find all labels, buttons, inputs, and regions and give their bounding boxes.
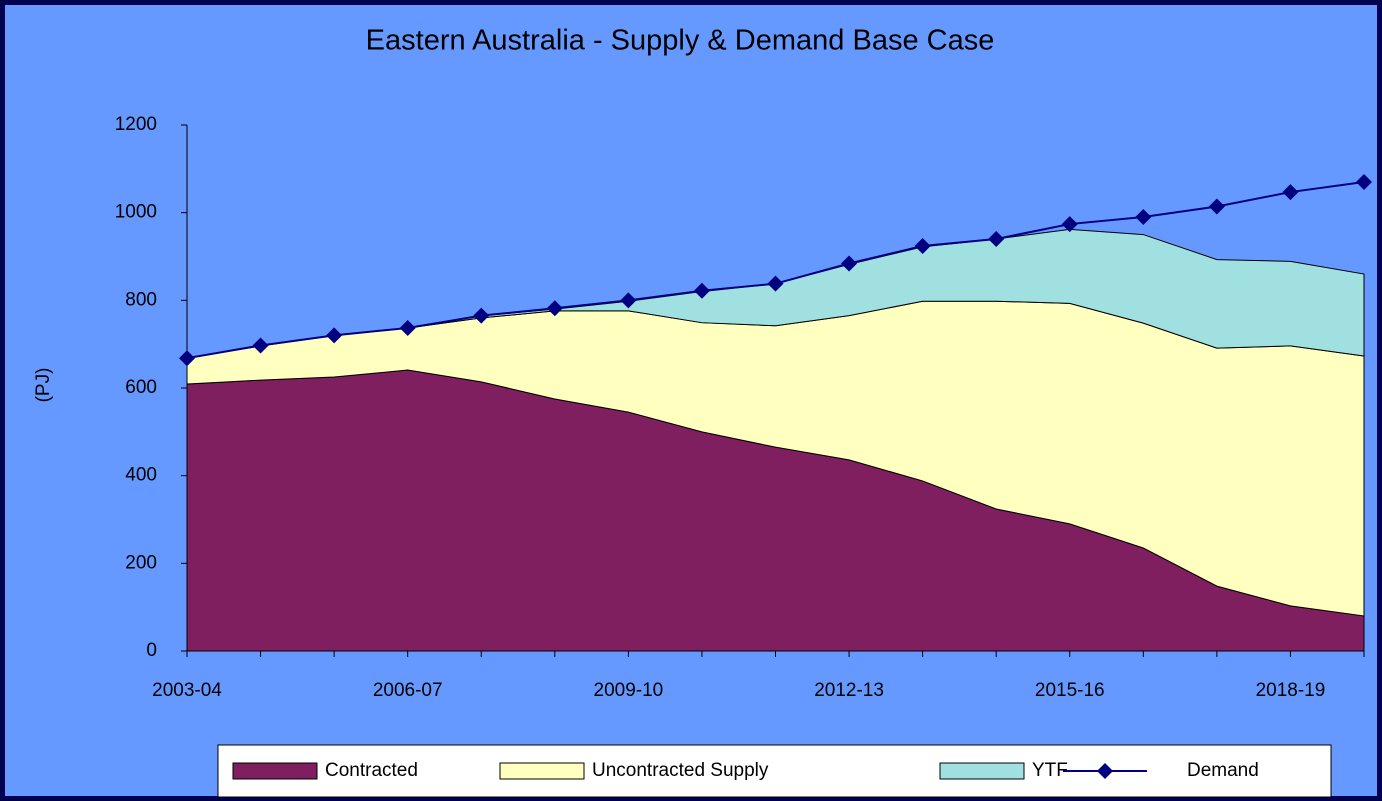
y-tick-label: 1200 xyxy=(115,114,157,135)
legend-label: Demand xyxy=(1187,760,1259,781)
y-tick-label: 200 xyxy=(125,552,157,573)
marker xyxy=(546,300,563,317)
marker xyxy=(693,282,710,299)
y-tick-label: 600 xyxy=(125,377,157,398)
legend-swatch xyxy=(939,762,1025,780)
x-tick-label: 2012-13 xyxy=(814,680,884,701)
y-tick-label: 1000 xyxy=(115,202,157,223)
marker xyxy=(1061,216,1078,233)
legend-swatch xyxy=(499,762,585,780)
marker xyxy=(767,275,784,292)
marker xyxy=(473,307,490,324)
y-tick-label: 400 xyxy=(125,465,157,486)
legend-marker xyxy=(1097,763,1113,779)
legend-label: Uncontracted Supply xyxy=(592,760,769,781)
marker xyxy=(1135,209,1152,226)
marker xyxy=(620,292,637,309)
marker xyxy=(1208,198,1225,215)
marker xyxy=(988,230,1005,247)
legend-label: Contracted xyxy=(325,760,418,781)
x-tick-label: 2003-04 xyxy=(152,680,222,701)
legend-swatch xyxy=(232,762,318,780)
marker xyxy=(252,337,269,354)
chart-title: Eastern Australia - Supply & Demand Base… xyxy=(366,25,995,57)
marker xyxy=(1356,173,1372,190)
marker xyxy=(399,319,416,336)
x-tick-label: 2009-10 xyxy=(594,680,664,701)
y-tick-label: 800 xyxy=(125,289,157,310)
marker xyxy=(841,255,858,272)
x-tick-label: 2006-07 xyxy=(373,680,443,701)
marker xyxy=(1282,184,1299,201)
marker xyxy=(914,237,931,254)
x-tick-label: 2018-19 xyxy=(1256,680,1326,701)
x-tick-label: 2015-16 xyxy=(1035,680,1105,701)
marker xyxy=(326,327,343,344)
legend-label: YTF xyxy=(1032,760,1068,781)
marker xyxy=(179,350,195,367)
y-axis-label: (PJ) xyxy=(33,368,54,403)
y-tick-label: 0 xyxy=(146,640,157,661)
